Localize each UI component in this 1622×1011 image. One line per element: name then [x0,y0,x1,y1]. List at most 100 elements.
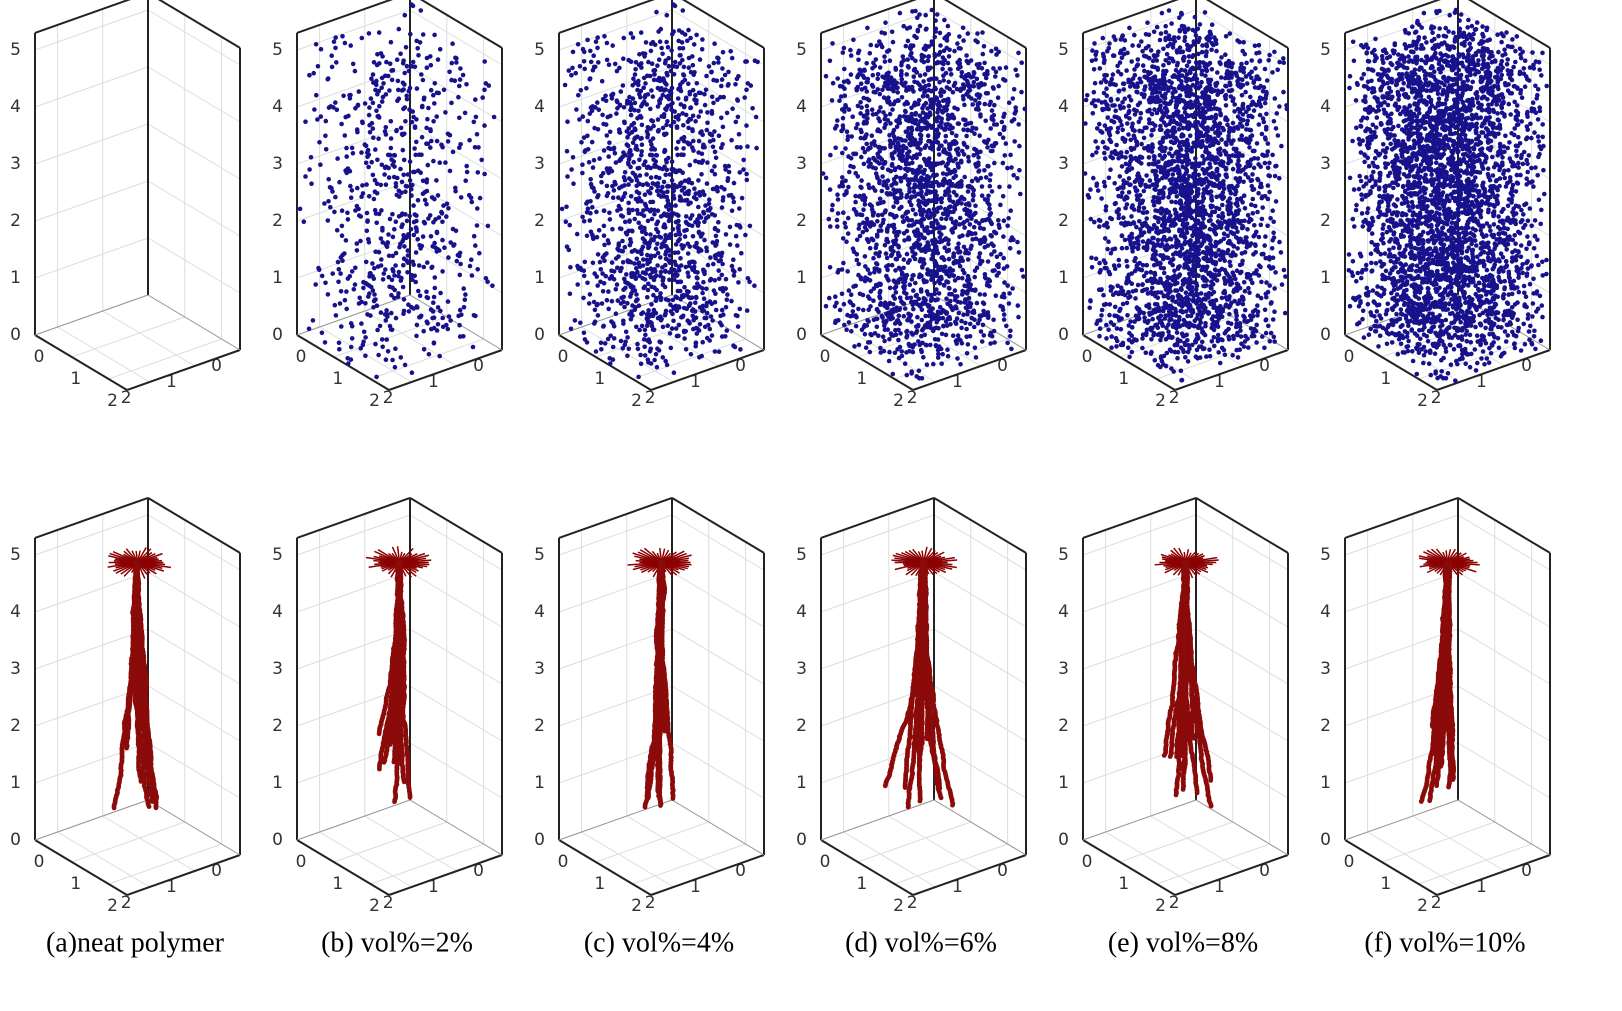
particle [387,285,392,290]
particle [612,188,617,193]
particle [673,270,678,275]
particle [355,241,360,246]
particle [446,139,451,144]
particle [655,242,660,247]
particle [433,81,438,86]
particle [360,36,365,41]
particle [346,361,351,366]
particle [372,197,377,202]
particle [679,280,684,285]
particle [343,41,348,46]
particle [484,81,489,86]
particle [588,218,593,223]
particle [367,113,372,118]
particle [346,114,351,119]
particle [643,277,648,282]
particle [703,103,708,108]
particle [582,274,587,279]
particle [382,172,387,177]
particle [654,298,659,303]
particle [398,167,403,172]
particle [741,158,746,163]
particle [582,331,587,336]
particle [744,88,749,93]
particle [569,167,574,172]
particle [618,226,623,231]
particle [716,60,721,65]
particle [575,264,580,269]
particle [593,65,598,70]
particle [608,166,613,171]
particle [402,82,407,87]
particle [619,266,624,271]
particle [324,119,329,124]
particle [475,132,480,137]
particle [711,101,716,106]
particle [482,88,487,93]
particle [658,291,663,296]
particle [355,204,360,209]
axis-frame [35,498,148,538]
particle [349,357,354,362]
particle [713,243,718,248]
particle [694,326,699,331]
particle [585,134,590,139]
particle [415,46,420,51]
grid-line [672,629,764,684]
particle [732,270,737,275]
particle [708,327,713,332]
particle [438,291,443,296]
particle [643,93,648,98]
particle [686,82,691,87]
particle [458,334,463,339]
particle [676,250,681,255]
particle [482,123,487,128]
particle [330,271,335,276]
particle [599,174,604,179]
particle [702,296,707,301]
particle [369,96,374,101]
particle [719,323,724,328]
particle [374,221,379,226]
particle [655,78,660,83]
particle [720,142,725,147]
particle [713,349,718,354]
particle [734,313,739,318]
particle [667,64,672,69]
particle [693,93,698,98]
particle [326,292,331,297]
x-tick-label: 1 [70,874,81,894]
particle [608,147,613,152]
particle [668,172,673,177]
y-tick-label: 2 [383,388,394,408]
particle [602,34,607,39]
particle [648,191,653,196]
particle [664,123,669,128]
particle [733,82,738,87]
particle [648,139,653,144]
particle [636,347,641,352]
particle [714,253,719,258]
particle [676,117,681,122]
particle [446,206,451,211]
particle [704,88,709,93]
particle [623,170,628,175]
particle [663,285,668,290]
particle [383,267,388,272]
particle [415,323,420,328]
particle [470,273,475,278]
particle [627,259,632,264]
tree-point [154,805,159,810]
particle [585,234,590,239]
tree-point [377,767,382,772]
particle [438,47,443,52]
particle [621,214,626,219]
particle [648,107,653,112]
axis-frame [672,800,764,855]
particle [676,39,681,44]
particle [408,32,413,37]
particle [671,319,676,324]
particle [590,140,595,145]
particle [409,305,414,310]
